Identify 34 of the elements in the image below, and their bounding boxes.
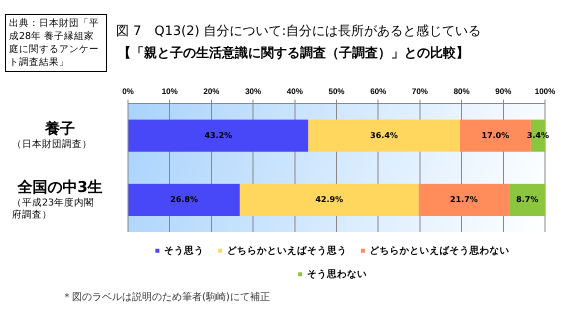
- data-label: 21.7%: [450, 194, 478, 204]
- data-label: 17.0%: [481, 130, 510, 140]
- x-tick-label: 30%: [245, 87, 262, 96]
- data-label: 8.7%: [516, 194, 538, 204]
- bar: [509, 184, 545, 216]
- x-tick-label: 80%: [454, 87, 470, 96]
- x-tick-label: 70%: [412, 87, 428, 96]
- text: ＊図のラベルは説明のため筆者(駒崎)にて補正: [62, 290, 270, 304]
- bar: [308, 120, 460, 152]
- legend-label: どちらかといえばそう思う: [226, 244, 347, 256]
- x-tick-label: 90%: [495, 87, 512, 96]
- legend-label: そう思う: [164, 244, 204, 256]
- x-tick-label: 10%: [162, 87, 178, 96]
- source-note: 出典：日本財団「平成28年 養子縁組家庭に関するアンケート調査結果」: [5, 14, 107, 72]
- x-tick-label: 40%: [286, 87, 303, 96]
- chart-title: 図 7 Q13(2) 自分について:自分には長所があると感じている: [116, 23, 482, 40]
- legend-label: どちらかといえばそう思わない: [370, 244, 510, 256]
- x-tick-label: 60%: [370, 87, 386, 96]
- bar: [418, 184, 510, 216]
- legend-label: そう思わない: [306, 268, 367, 280]
- data-label: 42.9%: [315, 194, 344, 204]
- bar: [240, 184, 419, 216]
- bar: [128, 120, 308, 152]
- y-tick-label: 養子（日本財団調査）: [12, 120, 92, 150]
- x-tick-label: 50%: [328, 87, 345, 96]
- chart-subtitle: 【「親と子の生活意識に関する調査（子調査）」との比較】: [118, 44, 469, 62]
- data-label: 43.2%: [204, 130, 232, 140]
- x-tick-label: 100%: [534, 87, 556, 96]
- y-tick-label: 全国の中3生（平成23年度内閣府調査）: [12, 178, 103, 220]
- data-label: 26.8%: [170, 194, 198, 204]
- bar: [128, 184, 240, 216]
- x-tick-label: 0%: [122, 87, 134, 96]
- x-tick-label: 20%: [203, 87, 220, 96]
- data-label: 36.4%: [370, 130, 398, 140]
